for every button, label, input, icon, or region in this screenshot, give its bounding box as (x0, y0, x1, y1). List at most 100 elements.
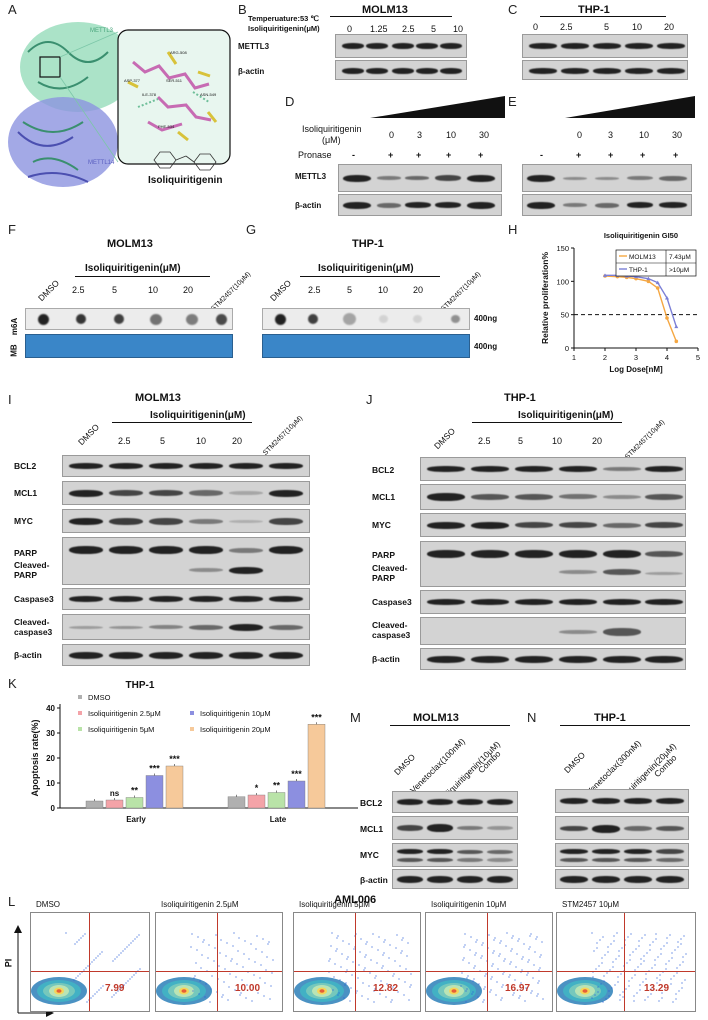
scatter-event (213, 960, 215, 962)
y-tick-label: 150 (556, 244, 569, 253)
scatter-density (56, 989, 62, 993)
blot-mettl3 (522, 34, 688, 58)
scatter-event (472, 980, 474, 982)
panel-j-cell-line: THP-1 (504, 392, 536, 404)
scatter-event (367, 998, 369, 1000)
scatter-event (645, 978, 647, 980)
scatter-event (253, 974, 255, 976)
scatter-event (493, 950, 495, 952)
pronase-mark-0: - (352, 150, 355, 160)
scatter-event (666, 937, 668, 939)
scatter-event (268, 941, 270, 943)
scatter-event (483, 999, 485, 1001)
dose-gradient-triangle (370, 96, 505, 118)
legend-label: Isoliquiritigenin 5μM (88, 725, 154, 734)
scatter-event (121, 986, 123, 988)
scatter-event (511, 937, 513, 939)
scatter-event (335, 950, 337, 952)
panel-n-cell-line: THP-1 (594, 712, 626, 724)
scatter-event (470, 936, 472, 938)
blot-actin (555, 869, 689, 889)
chart-title: Isoliquiritigenin GI50 (604, 231, 678, 240)
scatter-event (404, 981, 406, 983)
dose-underline (472, 422, 622, 423)
dose-3: 30 (672, 130, 683, 140)
dose-2: 10 (446, 130, 457, 140)
scatter-event (113, 994, 115, 996)
scatter-event (373, 990, 375, 992)
lane-label: 10 (552, 436, 563, 446)
scatter-event (682, 956, 684, 958)
scatter-event (254, 961, 256, 963)
panel-letter-c: C (508, 2, 518, 17)
scatter-event (605, 998, 607, 1000)
scatter-event (664, 989, 666, 991)
panel-f-cell-line: MOLM13 (107, 238, 153, 250)
scatter-event (215, 934, 217, 936)
dose-gradient-triangle (565, 96, 695, 118)
scatter-event (116, 956, 118, 958)
scatter-event (676, 967, 678, 969)
scatter-event (650, 988, 652, 990)
scatter-event (528, 948, 530, 950)
gate-line-vertical (217, 913, 218, 1011)
blot-myc (392, 843, 518, 867)
row-label-myc: MYC (360, 850, 379, 860)
scatter-event (496, 981, 498, 983)
scatter-event (615, 958, 617, 960)
scatter-event (507, 989, 509, 991)
scatter-event (231, 958, 233, 960)
scatter-event (382, 954, 384, 956)
scatter-event (501, 997, 503, 999)
legend-swatch (78, 727, 82, 731)
scatter-event (505, 945, 507, 947)
scatter-event (606, 972, 608, 974)
scatter-event (237, 950, 239, 952)
scatter-event (511, 948, 513, 950)
cell-line-underline (540, 16, 666, 17)
scatter-event (652, 941, 654, 943)
panel-m-cell-line: MOLM13 (413, 712, 459, 724)
gate-line-vertical (89, 913, 90, 1011)
dot-blot-m6a (262, 308, 470, 330)
scatter-event (328, 960, 330, 962)
dose-4: 10 (453, 24, 464, 34)
scatter-event (467, 975, 469, 977)
scatter-event (508, 976, 510, 978)
blot-bcl2 (62, 455, 310, 477)
significance-label: ** (273, 781, 281, 791)
scatter-event (668, 960, 670, 962)
scatter-event (591, 932, 593, 934)
scatter-event (656, 982, 658, 984)
scatter-event (525, 987, 527, 989)
scatter-event (461, 972, 463, 974)
scatter-event (391, 999, 393, 1001)
scatter-event (74, 943, 76, 945)
dose-label: Isoliquiritigenin(μM) (318, 263, 414, 274)
scatter-event (410, 984, 412, 986)
blot-actin (62, 644, 310, 666)
scatter-event (374, 988, 376, 990)
pronase-mark-1: + (576, 150, 582, 160)
blot-actin (522, 60, 688, 80)
scatter-event (512, 994, 514, 996)
row-label-myc: MYC (372, 520, 391, 530)
y-tick-label: 10 (46, 779, 55, 788)
scatter-event (626, 962, 628, 964)
lane-label-stm2457: STM2457(10μM) (624, 418, 667, 461)
scatter-event (618, 955, 620, 957)
scatter-event (637, 966, 639, 968)
scatter-event (499, 953, 501, 955)
scatter-event (409, 986, 411, 988)
scatter-event (640, 958, 642, 960)
scatter-event (331, 932, 333, 934)
scatter-event (133, 974, 135, 976)
panel-g-cell-line: THP-1 (352, 238, 384, 250)
scatter-event (385, 996, 387, 998)
scatter-event (228, 986, 230, 988)
row-label-actin: β-actin (14, 650, 42, 660)
scatter-event (679, 964, 681, 966)
lane-label: 10 (148, 285, 159, 295)
legend-swatch (78, 711, 82, 715)
scatter-event (491, 965, 493, 967)
